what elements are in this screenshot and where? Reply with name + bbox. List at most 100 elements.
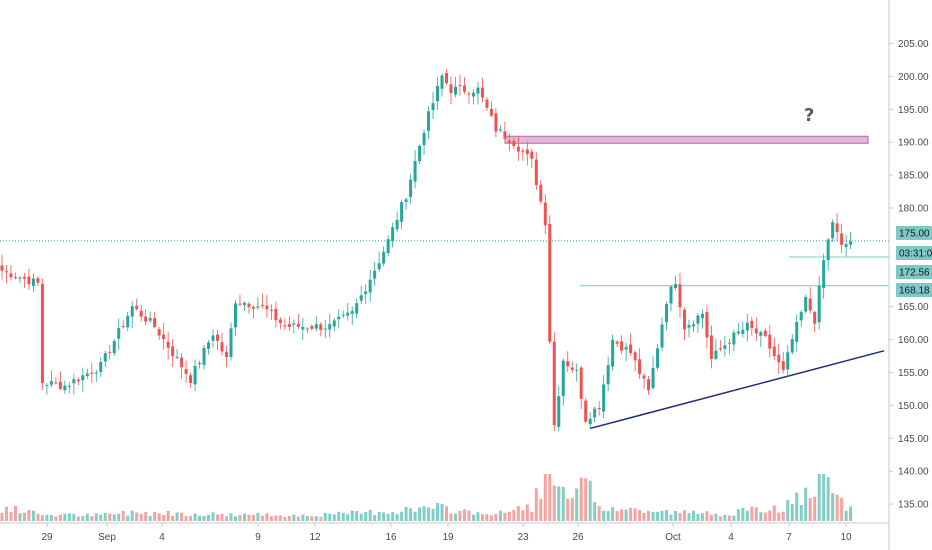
volume-bar: [94, 513, 98, 521]
volume-bar: [682, 510, 686, 521]
volume-bar: [458, 510, 462, 521]
volume-bar: [49, 515, 53, 521]
volume-bar: [220, 513, 224, 521]
volume-bar: [471, 514, 475, 521]
volume-bar: [584, 478, 588, 521]
volume-bar: [413, 511, 417, 521]
candle-body: [292, 323, 296, 325]
volume-bar: [709, 514, 713, 521]
volume-bar: [171, 515, 175, 521]
volume-bar: [58, 514, 62, 521]
volume-bar: [647, 510, 651, 521]
volume-bar: [453, 513, 457, 521]
candle-body: [81, 375, 85, 381]
candle-body: [597, 408, 601, 410]
x-tick-label: 23: [517, 532, 529, 543]
volume-bar: [395, 514, 399, 521]
candle-body: [593, 408, 597, 418]
candle-body: [400, 202, 404, 222]
candle-body: [54, 382, 58, 384]
annotation-question-mark: ?: [804, 105, 814, 126]
candle-body: [696, 315, 700, 324]
candle-body: [40, 284, 44, 384]
volume-bar: [81, 516, 85, 521]
support-trendline: [589, 350, 885, 430]
candle-body: [422, 132, 426, 146]
volume-bar: [835, 494, 839, 521]
volume-bar: [467, 510, 471, 521]
volume-bar: [400, 511, 404, 521]
candle-body: [539, 184, 543, 202]
price-tag-box: [896, 265, 932, 279]
volume-bar: [346, 514, 350, 521]
candle-body: [63, 385, 67, 391]
y-tick-label: 150.00: [898, 401, 929, 412]
candle-body: [624, 347, 628, 350]
volume-bar: [489, 515, 493, 521]
volume-bar: [700, 513, 704, 521]
candle-body: [310, 325, 314, 329]
trendline: [589, 350, 885, 430]
candle-body: [359, 295, 363, 301]
candle-body: [615, 341, 619, 344]
volume-bar: [278, 515, 282, 521]
volume-bar: [404, 506, 408, 521]
volume-bar: [0, 512, 4, 521]
volume-bar: [840, 497, 844, 521]
volume-bar: [45, 514, 49, 521]
volume-bar: [341, 512, 345, 521]
volume-bar: [409, 508, 413, 521]
candle-body: [85, 373, 89, 377]
candle-body: [584, 400, 588, 422]
volume-bar: [130, 510, 134, 521]
candle-body: [647, 379, 651, 391]
volume-bar: [602, 510, 606, 521]
volume-bar: [166, 510, 170, 521]
volume-bar: [27, 510, 31, 521]
volume-bar: [368, 509, 372, 521]
candle-body: [521, 150, 525, 152]
candle-body: [656, 348, 660, 368]
volume-bar: [521, 510, 525, 521]
volume-bar: [669, 514, 673, 521]
price-levels: [0, 240, 889, 287]
candle-body: [247, 303, 251, 308]
candle-body: [72, 379, 76, 384]
candle-body: [754, 328, 758, 334]
volume-bar: [727, 515, 731, 521]
candle-body: [355, 303, 359, 314]
volume-bar: [606, 510, 610, 521]
volume-bar: [665, 510, 669, 521]
candle-body: [135, 305, 139, 310]
candle-body: [808, 298, 812, 311]
candle-body: [314, 324, 318, 329]
x-axis-ticks: 29 Sep 4 9 12 16 19 23 26 Oct 4 7 10: [41, 523, 852, 543]
candle-body: [534, 159, 538, 185]
volume-bar: [790, 504, 794, 521]
candle-body: [678, 284, 682, 308]
candle-body: [768, 334, 772, 349]
candle-body: [332, 320, 336, 327]
candle-body: [296, 323, 300, 327]
volume-bar: [337, 511, 341, 521]
volume-bar: [651, 511, 655, 521]
volume-bar: [588, 480, 592, 521]
price-tag-label: 172.56: [899, 268, 930, 279]
y-tick-label: 145.00: [898, 434, 929, 445]
x-tick-label: 4: [728, 532, 734, 543]
candle-body: [840, 233, 844, 245]
candle-body: [512, 140, 516, 147]
candle-body: [471, 92, 475, 97]
candle-body: [727, 342, 731, 344]
volume-bar: [287, 516, 291, 521]
x-tick-label: 29: [41, 532, 53, 543]
volume-bar: [225, 516, 228, 521]
candle-body: [67, 385, 71, 387]
candle-body: [305, 328, 309, 330]
candle-body: [552, 341, 556, 426]
candle-body: [561, 360, 565, 397]
volume-bar: [503, 512, 507, 521]
volume-bar: [530, 511, 534, 521]
volume-bar: [391, 512, 395, 521]
